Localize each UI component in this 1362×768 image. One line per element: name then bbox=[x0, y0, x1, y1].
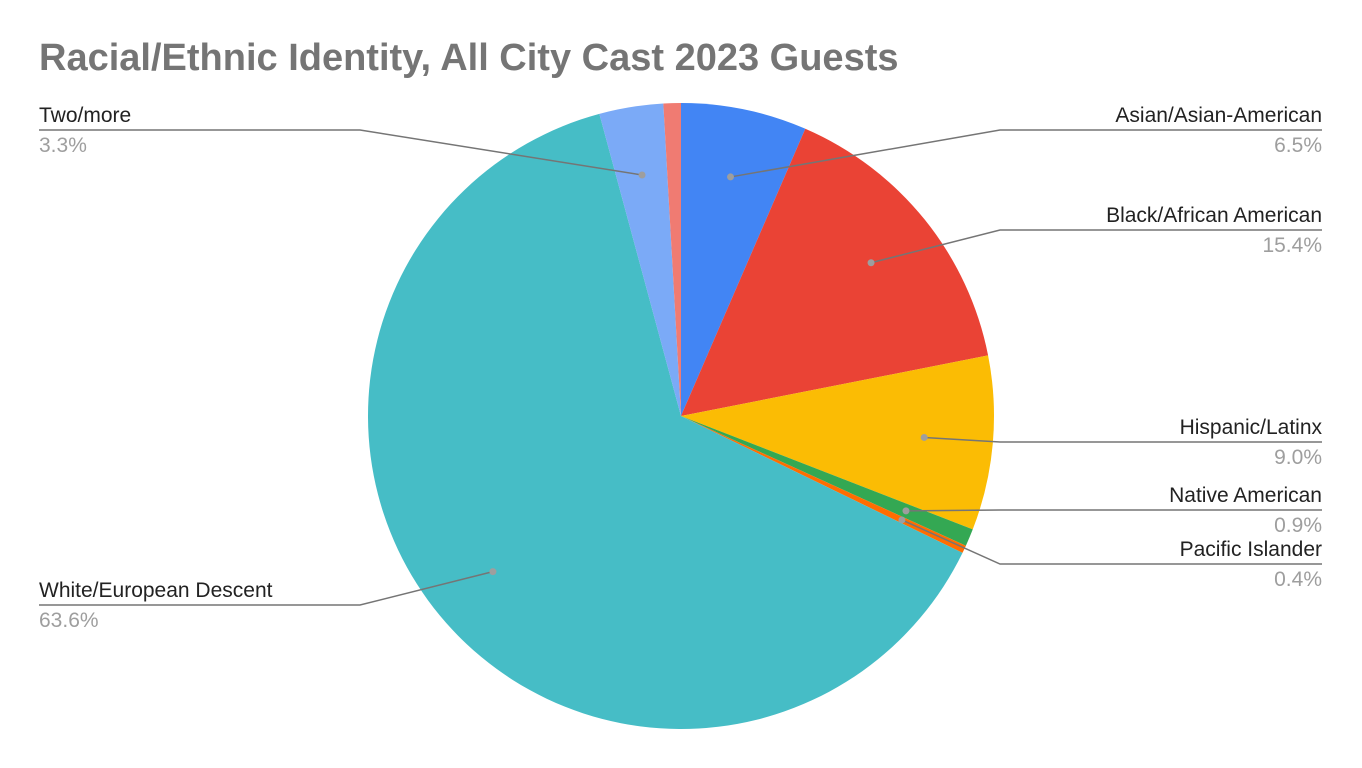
slice-value-label: 0.4% bbox=[1274, 568, 1322, 591]
leader-line bbox=[901, 519, 1322, 565]
leader-dot bbox=[920, 433, 928, 441]
leader-dot bbox=[902, 507, 910, 515]
leader-line bbox=[870, 229, 1322, 264]
pie-slice bbox=[681, 355, 994, 530]
slice-value-label: 9.0% bbox=[1274, 446, 1322, 469]
leader-line bbox=[39, 129, 643, 176]
chart-title: Racial/Ethnic Identity, All City Cast 20… bbox=[39, 37, 899, 79]
slice-label: Native American bbox=[1169, 484, 1322, 507]
slice-label: Two/more bbox=[39, 104, 131, 127]
leader-line bbox=[39, 570, 494, 606]
pie-slice bbox=[681, 416, 973, 546]
slice-value-label: 15.4% bbox=[1262, 234, 1322, 257]
slice-label: White/European Descent bbox=[39, 579, 273, 602]
slice-value-label: 6.5% bbox=[1274, 134, 1322, 157]
slice-label: Pacific Islander bbox=[1180, 538, 1322, 561]
leader-line bbox=[924, 436, 1322, 443]
pie-slice bbox=[663, 103, 681, 416]
leader-dot bbox=[727, 173, 735, 181]
slice-label: Hispanic/Latinx bbox=[1180, 416, 1323, 439]
leader-dot bbox=[898, 516, 906, 524]
leader-line bbox=[905, 509, 1322, 512]
pie-slice bbox=[599, 103, 681, 417]
slice-value-label: 3.3% bbox=[39, 134, 87, 157]
pie-slice bbox=[681, 128, 989, 416]
slice-value-label: 63.6% bbox=[39, 609, 99, 632]
pie-slice bbox=[681, 103, 806, 416]
slice-label: Asian/Asian-American bbox=[1115, 104, 1322, 127]
slice-label: Black/African American bbox=[1106, 204, 1322, 227]
pie-slice bbox=[368, 113, 963, 729]
pie-slice bbox=[681, 416, 966, 553]
leader-dot bbox=[638, 171, 646, 179]
slice-value-label: 0.9% bbox=[1274, 514, 1322, 537]
leader-dot bbox=[489, 568, 497, 576]
leader-dot bbox=[867, 259, 875, 267]
leader-line bbox=[730, 129, 1322, 178]
